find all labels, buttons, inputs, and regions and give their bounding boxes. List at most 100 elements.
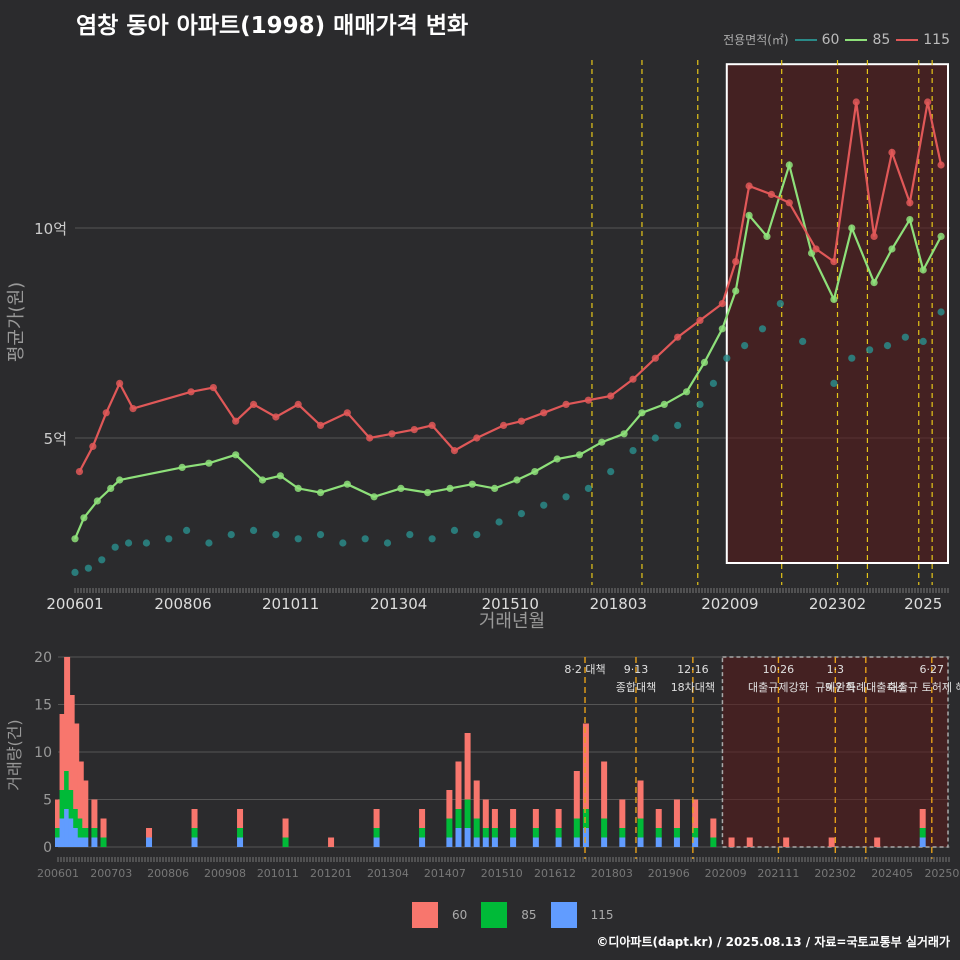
legend-label-60: 60 [821,31,840,48]
point-85-0 [71,535,79,543]
bar-85-23 [532,828,539,838]
annotation-date-6: 6·27 [920,663,945,676]
point-60-5 [142,539,151,547]
point-60-14 [339,539,347,547]
vol-x-tick-label-7: 201407 [424,867,466,880]
bar-85-27 [601,818,608,838]
point-85-11 [316,489,325,497]
volume-chart: 8·2 대책 9·13 종합대책 12·16 18차대책 10·26 대출규제강화 1·3 규제… [5,650,960,880]
vol-y-tick-label-4: 20 [34,650,52,666]
point-115-17 [450,447,459,455]
point-115-25 [629,375,637,383]
point-85-31 [745,211,753,219]
point-85-38 [888,245,896,253]
bar-85-31 [673,828,680,838]
point-115-11 [316,421,325,429]
point-115-40 [924,98,932,106]
point-85-2 [93,497,101,505]
point-115-19 [499,421,508,429]
point-85-22 [575,451,584,459]
point-85-10 [294,484,302,492]
point-60-8 [205,539,213,547]
bar-85-1 [59,790,66,819]
point-60-39 [866,346,874,354]
annotation-date-4: 1·3 [827,663,845,676]
annotation-name-1: 종합대책 [616,681,656,694]
bar-85-8 [100,837,107,847]
bar-85-26 [582,809,589,828]
bar-115-9 [146,837,153,847]
bar-60-33 [710,818,717,838]
bar-85-29 [637,818,644,838]
bar-115-19 [473,837,480,847]
point-60-12 [294,535,302,543]
vol-x-tick-label-9: 201612 [534,867,576,880]
point-60-30 [696,400,704,408]
vol-x-tick-label-6: 201304 [367,867,409,880]
bar-115-14 [373,837,380,847]
point-115-8 [249,400,258,408]
vol-y-tick-label-1: 5 [43,793,52,809]
point-85-15 [424,489,432,497]
vol-x-tick-label-8: 201510 [481,867,523,880]
y-tick-label-0: 5억 [44,430,67,448]
bar-60-32 [692,799,699,828]
point-115-24 [607,392,615,400]
bar-115-27 [601,837,608,847]
bar-85-22 [510,828,517,838]
point-115-31 [745,182,753,190]
annotation-name-3: 대출규제강화 [748,681,809,694]
bar-60-16 [446,790,453,819]
y-axis-label: 평균가(원) [6,282,27,362]
x-tick-label-2: 201011 [262,595,319,613]
point-115-26 [651,354,659,362]
x-axis-label: 거래년월 [479,611,545,632]
point-60-1 [84,564,92,572]
bar-85-33 [710,837,717,847]
bar-60-3 [68,695,75,790]
legend-bottom-item-60: 60 [412,902,467,928]
legend-line-60 [794,38,817,41]
bar-85-5 [77,818,84,838]
vol-x-tick-label-5: 201201 [310,867,352,880]
bar-115-26 [582,828,589,847]
point-85-14 [397,484,405,492]
point-85-35 [830,295,838,303]
point-115-16 [428,421,436,429]
bar-60-29 [637,780,644,819]
point-115-37 [870,232,878,240]
point-115-30 [732,258,740,266]
vol-x-tick-label-14: 202302 [814,867,856,880]
point-115-0 [75,468,84,476]
bar-115-25 [573,837,580,847]
annotation-date-0: 8·2 대책 [564,663,605,676]
point-60-37 [830,379,838,387]
bar-115-18 [464,828,471,847]
bar-115-21 [491,837,498,847]
bar-115-3 [68,818,75,847]
bar-60-25 [573,771,580,819]
bar-85-24 [555,828,562,838]
vol-y-tick-label-0: 0 [43,840,52,856]
vol-y-tick-label-2: 10 [34,745,52,761]
point-60-7 [183,526,191,535]
bar-85-10 [191,828,198,838]
point-115-22 [562,400,570,408]
legend-swatch-115 [550,902,577,928]
bar-115-0 [55,837,61,847]
point-85-28 [700,358,709,366]
legend-item-115: 115 [896,32,950,48]
bar-85-16 [446,818,453,838]
bar-60-15 [419,809,426,828]
point-60-16 [383,539,392,547]
point-60-11 [272,531,280,539]
annotation-name-5: 9·7 특례대출축소 [825,681,907,694]
bar-85-25 [573,818,580,838]
point-115-29 [718,300,726,308]
point-115-28 [696,316,704,324]
bar-85-12 [282,837,289,847]
bar-115-7 [91,837,98,847]
point-85-12 [343,480,351,488]
point-115-36 [852,98,860,106]
point-60-4 [124,539,133,547]
